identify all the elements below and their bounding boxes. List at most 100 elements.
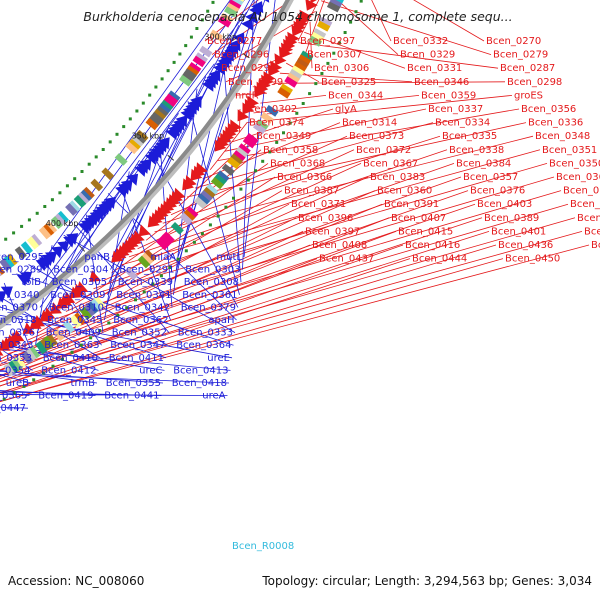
cog-block-outer bbox=[143, 249, 157, 263]
forward-feature bbox=[147, 215, 160, 228]
cog-block-outer bbox=[202, 186, 216, 200]
reverse_labels-label: Bcen_0342 bbox=[115, 302, 170, 313]
cog-block-outer bbox=[79, 306, 92, 320]
forward_labels-leader bbox=[0, 231, 304, 371]
gc-dot bbox=[73, 177, 77, 181]
cog-block-outer bbox=[293, 61, 307, 73]
forward_labels-leader bbox=[0, 231, 397, 380]
forward_labels-leader bbox=[0, 217, 297, 365]
reverse-feature bbox=[144, 152, 157, 165]
forward-feature bbox=[49, 302, 62, 314]
cog-block-outer bbox=[326, 1, 341, 13]
reverse_labels-leader bbox=[110, 0, 254, 270]
forward_labels-label: Bcen_0359 bbox=[421, 90, 476, 101]
forward_labels-leader bbox=[194, 122, 434, 189]
feature-labels: Bcen_0277 Bcen_0297 Bcen_0332 Bcen_0270 Bcen… bbox=[0, 36, 600, 552]
cog-block-inner bbox=[90, 178, 104, 192]
accession-text: Accession: NC_008060 bbox=[8, 574, 144, 588]
reverse_labels-leader bbox=[0, 391, 162, 396]
cog-block-inner bbox=[199, 45, 213, 58]
cog-block-outer bbox=[137, 255, 151, 269]
gc-dot bbox=[232, 196, 235, 200]
forward_labels-label: Bcen_0397 bbox=[305, 226, 360, 237]
forward-feature bbox=[22, 322, 35, 334]
forward-feature bbox=[254, 85, 266, 98]
reverse_labels-leader bbox=[159, 136, 173, 308]
forward_labels-leader bbox=[7, 190, 562, 354]
tick-mark bbox=[242, 53, 250, 59]
forward_labels-label: Bcen_0367 bbox=[363, 158, 418, 169]
gc-dot bbox=[320, 72, 324, 75]
cog-block-outer bbox=[310, 31, 325, 43]
forward_labels-leader bbox=[0, 258, 411, 394]
forward_labels-leader bbox=[0, 258, 504, 403]
reverse-feature bbox=[35, 259, 48, 272]
forward_labels-label: Bcen_0346 bbox=[414, 77, 469, 88]
reverse_labels-label: Bcen_0364 bbox=[176, 340, 231, 351]
cog-block-outer bbox=[159, 234, 172, 248]
cog-block-outer bbox=[156, 237, 169, 251]
cog-block-outer bbox=[297, 54, 312, 66]
forward_labels-leader bbox=[128, 149, 448, 258]
forward_labels-label: Bcen_0417 bbox=[591, 240, 600, 251]
forward_labels-label: Bcen_0358 bbox=[263, 145, 318, 156]
reverse_labels-label: Bcen_0333 bbox=[178, 328, 233, 339]
cog-block-outer bbox=[35, 341, 48, 355]
reverse_labels-label: Bcen_0318 bbox=[0, 315, 37, 326]
gc-dot bbox=[128, 117, 132, 121]
cog-block-inner bbox=[145, 117, 159, 131]
forward_labels-label: Bcen_0270 bbox=[486, 36, 541, 47]
cog-block-inner bbox=[44, 221, 58, 235]
forward_labels-label: Bcen_0331 bbox=[407, 63, 462, 74]
gc-dot bbox=[2, 397, 6, 401]
forward_labels-label: Bcen_0373 bbox=[349, 131, 404, 142]
reverse_labels-leader bbox=[0, 394, 228, 397]
cog-block-outer bbox=[182, 209, 196, 222]
map-title: Burkholderia cenocepacia AU 1054 chromos… bbox=[83, 9, 512, 24]
forward-feature bbox=[291, 24, 304, 37]
forward_labels-label: Bcen_0392 bbox=[563, 186, 600, 197]
cog-block-outer bbox=[213, 173, 227, 186]
reverse_labels-label: Bcen_0362 bbox=[113, 315, 168, 326]
gc-dot bbox=[354, 10, 358, 14]
forward-feature bbox=[56, 297, 69, 309]
forward_labels-label: Bcen_0401 bbox=[491, 226, 546, 237]
cog-block-outer bbox=[62, 320, 75, 334]
gc-dot bbox=[200, 232, 204, 236]
forward_labels-leader bbox=[0, 244, 497, 395]
cog-block-inner bbox=[192, 55, 206, 68]
gc-dot bbox=[154, 85, 158, 89]
forward_labels-label: Bcen_0384 bbox=[456, 158, 511, 169]
tick-mark bbox=[78, 245, 86, 252]
cog-block-inner bbox=[188, 62, 202, 74]
cog-block-inner bbox=[53, 213, 66, 227]
gc-dot bbox=[148, 93, 152, 97]
reverse_labels-label: Bcen_0304 bbox=[53, 265, 108, 276]
forward_labels-label: Bcen_0391 bbox=[384, 199, 439, 210]
forward_labels-leader bbox=[298, 42, 499, 69]
reverse_labels-label: Bcen_0363 bbox=[44, 340, 99, 351]
cog-block-outer bbox=[83, 304, 96, 318]
gc-dot bbox=[172, 60, 176, 64]
cog-block-outer bbox=[237, 143, 251, 156]
cog-block-inner bbox=[26, 236, 40, 250]
forward_labels-label: Bcen_0436 bbox=[498, 240, 553, 251]
reverse_labels-leader bbox=[0, 373, 230, 384]
forward_labels-label: Bcen_0444 bbox=[412, 254, 467, 265]
gc-dot bbox=[160, 77, 164, 81]
gc-dot bbox=[208, 223, 212, 227]
forward_labels-label: Bcen_0372 bbox=[356, 145, 411, 156]
forward_labels-label: Bcen_0366 bbox=[277, 172, 332, 183]
cog-block-inner bbox=[220, 12, 234, 25]
reverse_labels-label: Bcen_0410 bbox=[43, 353, 98, 364]
gc-dot bbox=[168, 266, 172, 269]
forward_labels-label: Bcen_0402 bbox=[577, 213, 600, 224]
cog-block-inner bbox=[38, 226, 52, 240]
cog-block-outer bbox=[235, 146, 249, 159]
forward_labels-label: Bcen_0332 bbox=[393, 36, 448, 47]
forward_labels-label: Bcen_0351 bbox=[542, 145, 597, 156]
forward_labels-leader bbox=[65, 176, 369, 312]
reverse-feature bbox=[77, 222, 90, 235]
feature-tracks bbox=[0, 0, 363, 401]
reverse_labels-label: Bcen_0355 bbox=[106, 378, 161, 389]
